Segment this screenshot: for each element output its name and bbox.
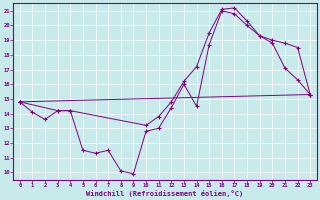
X-axis label: Windchill (Refroidissement éolien,°C): Windchill (Refroidissement éolien,°C) [86, 190, 244, 197]
